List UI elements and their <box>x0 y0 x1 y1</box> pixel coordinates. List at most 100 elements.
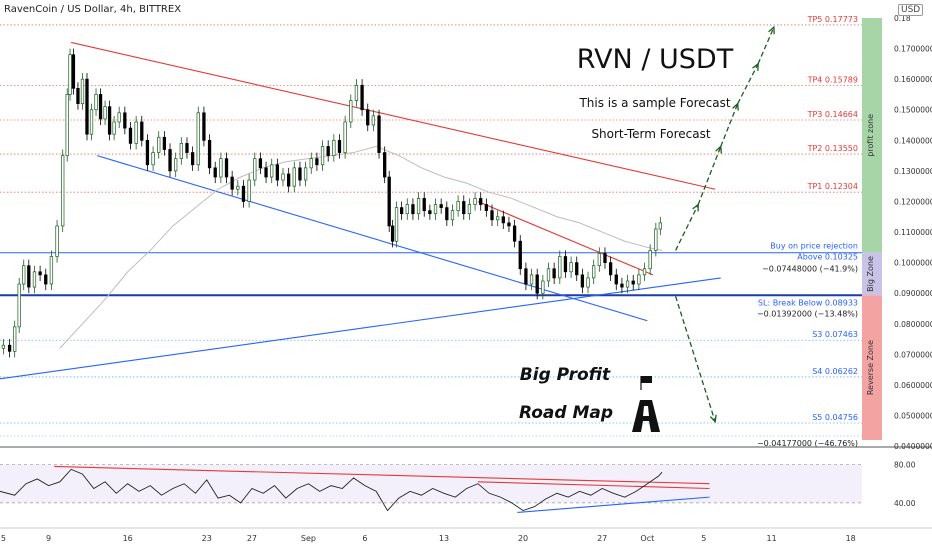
projection-down-segment <box>674 296 716 422</box>
y-tick-label: 0.13000000 <box>894 167 932 176</box>
flag-icon <box>641 376 652 383</box>
rsi-band <box>0 464 862 503</box>
candle-body <box>219 158 223 178</box>
rsi-line <box>0 468 663 512</box>
candle-body <box>377 115 381 153</box>
rsi-trendline-2 <box>517 496 710 513</box>
level-label-4: TP1 0.12304 <box>807 182 858 191</box>
candle-body <box>179 143 183 160</box>
candle-body <box>315 158 319 166</box>
candle-body <box>17 283 21 328</box>
candle-body <box>247 179 251 202</box>
candle-body <box>473 198 477 205</box>
x-tick-label: 18 <box>846 534 856 543</box>
zone-band-1 <box>862 252 882 296</box>
candle-body <box>411 204 415 215</box>
candle-body <box>625 280 630 288</box>
candle-body <box>332 139 336 156</box>
y-tick-label: 0.04000000 <box>894 442 932 451</box>
y-tick-label: 0.10000000 <box>894 259 932 268</box>
candle-body <box>168 149 172 172</box>
candle-body <box>326 146 330 156</box>
candle-body <box>552 268 556 279</box>
x-tick-label: 27 <box>247 534 257 543</box>
candle-body <box>103 106 107 120</box>
candle-body <box>13 326 17 352</box>
candle-body <box>496 216 500 221</box>
candle-body <box>541 280 545 294</box>
candle-body <box>89 109 94 135</box>
candle-body <box>501 216 505 224</box>
buy-label-2: Above 0.10325 <box>797 253 858 262</box>
candle-body <box>281 173 285 181</box>
candle-body <box>580 274 585 288</box>
projection-down-arrowhead <box>709 414 717 424</box>
level-label-7: S5 0.04756 <box>812 413 858 422</box>
candle-body <box>320 146 325 166</box>
candle-body <box>387 176 391 227</box>
candle-body <box>134 121 138 144</box>
projection-up-arrowhead <box>768 25 775 35</box>
projection-up-segment <box>757 26 775 65</box>
level-label-3: TP2 0.13550 <box>807 144 858 153</box>
candle-body <box>524 268 528 285</box>
symbol-header: RavenCoin / US Dollar, 4h, BITTREX <box>4 4 182 15</box>
candle-body <box>22 265 26 285</box>
candle-body <box>648 250 652 270</box>
projection-up-arrowhead <box>715 145 722 154</box>
zone-label-2: Reverse Zone <box>866 340 875 395</box>
y-tick-label: 0.17000000 <box>894 45 932 54</box>
candle-body <box>445 207 449 221</box>
candle-body <box>303 167 308 181</box>
candle-body <box>140 121 144 141</box>
trendline-0 <box>71 41 716 190</box>
candle-body <box>450 210 455 221</box>
candle-body <box>405 204 409 215</box>
candle-body <box>631 280 635 285</box>
candle-body <box>354 84 359 101</box>
x-tick-label: 13 <box>439 534 449 543</box>
candle-body <box>422 198 426 212</box>
candle-body <box>202 112 206 141</box>
footer-title-2: Road Map <box>519 403 613 423</box>
candle-body <box>151 152 155 166</box>
candle-body <box>7 344 12 352</box>
candle-body <box>287 173 291 187</box>
candle-body <box>586 277 590 288</box>
candle-body <box>68 54 72 95</box>
candle-body <box>507 222 511 227</box>
projection-up-segment <box>675 204 699 251</box>
candle-body <box>253 158 257 181</box>
chart-subtitle-1: This is a sample Forecast <box>578 96 730 110</box>
chart-subtitle-2: Short-Term Forecast <box>591 127 710 141</box>
bottom-note: −0.04177000 (−46.76%) <box>757 439 858 448</box>
trendline-2 <box>0 277 721 380</box>
x-tick-label: 16 <box>123 534 133 543</box>
candle-body <box>298 167 302 181</box>
zone-label-0: profit zone <box>866 114 875 157</box>
candle-body <box>366 109 370 126</box>
trendline-1 <box>97 155 648 322</box>
candle-body <box>80 78 85 104</box>
currency-button[interactable]: USD <box>898 4 924 16</box>
candle-body <box>1 344 6 349</box>
candle-body <box>128 127 133 144</box>
rsi-trendline-1 <box>477 481 710 490</box>
candle-body <box>85 78 89 135</box>
candle-body <box>343 121 347 153</box>
buy-label-3: −0.07448000 (−41.9%) <box>762 265 858 274</box>
x-tick-label: 20 <box>518 534 528 543</box>
projection-up-arrowhead <box>732 102 739 111</box>
candle-body <box>49 256 54 285</box>
candle-body <box>112 121 116 135</box>
candle-body <box>349 100 353 123</box>
candle-body <box>490 210 494 221</box>
sl-label-2: −0.01392000 (−13.48%) <box>757 309 858 318</box>
candle-body <box>117 112 121 123</box>
candle-body <box>61 155 65 227</box>
x-tick-label: 9 <box>46 534 51 543</box>
candle-body <box>309 158 313 169</box>
rsi-trendline-0 <box>54 465 710 485</box>
candle-body <box>439 204 443 208</box>
candle-body <box>597 253 601 267</box>
